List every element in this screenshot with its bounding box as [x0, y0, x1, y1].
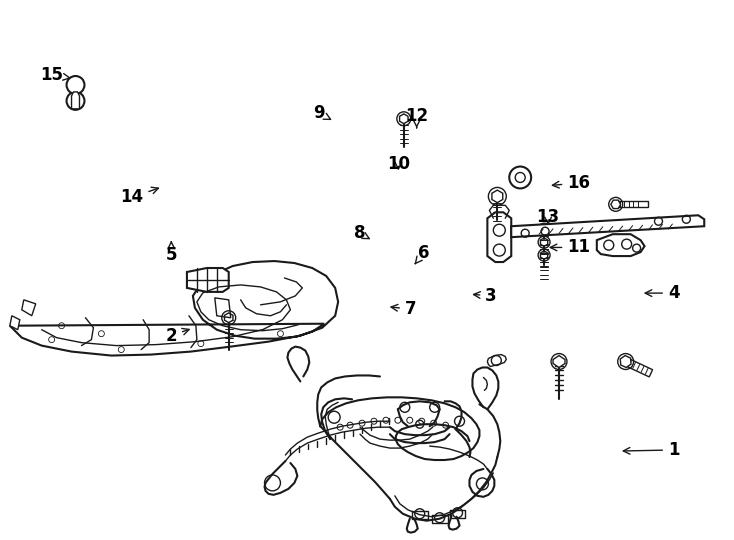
Polygon shape — [71, 92, 79, 109]
Polygon shape — [624, 358, 653, 377]
Polygon shape — [10, 316, 20, 330]
Polygon shape — [10, 261, 338, 355]
Text: 5: 5 — [166, 242, 177, 264]
Text: 3: 3 — [473, 287, 497, 305]
Polygon shape — [616, 201, 647, 207]
Text: 9: 9 — [313, 104, 330, 122]
Polygon shape — [540, 238, 548, 246]
Polygon shape — [620, 355, 631, 368]
Text: 4: 4 — [645, 284, 680, 302]
Circle shape — [67, 92, 84, 110]
Polygon shape — [22, 300, 36, 316]
Circle shape — [67, 76, 84, 94]
Text: 7: 7 — [391, 300, 417, 318]
Text: 6: 6 — [415, 244, 429, 264]
Polygon shape — [611, 200, 620, 208]
Polygon shape — [492, 190, 503, 202]
Polygon shape — [487, 212, 512, 262]
Text: 2: 2 — [165, 327, 189, 345]
Polygon shape — [540, 225, 548, 233]
Polygon shape — [225, 313, 233, 322]
Circle shape — [509, 166, 531, 188]
Text: 8: 8 — [354, 225, 369, 242]
Text: 1: 1 — [623, 441, 680, 459]
Text: 13: 13 — [537, 208, 559, 226]
Polygon shape — [540, 251, 548, 259]
Polygon shape — [512, 215, 704, 237]
Text: 16: 16 — [553, 174, 590, 192]
Text: 10: 10 — [387, 154, 410, 173]
Text: 15: 15 — [40, 66, 70, 84]
Text: 11: 11 — [550, 239, 590, 256]
Polygon shape — [487, 355, 506, 367]
Polygon shape — [553, 355, 565, 368]
Text: 14: 14 — [120, 187, 159, 206]
Polygon shape — [187, 268, 229, 292]
Polygon shape — [597, 234, 644, 256]
Text: 12: 12 — [405, 107, 428, 127]
Polygon shape — [399, 114, 408, 124]
